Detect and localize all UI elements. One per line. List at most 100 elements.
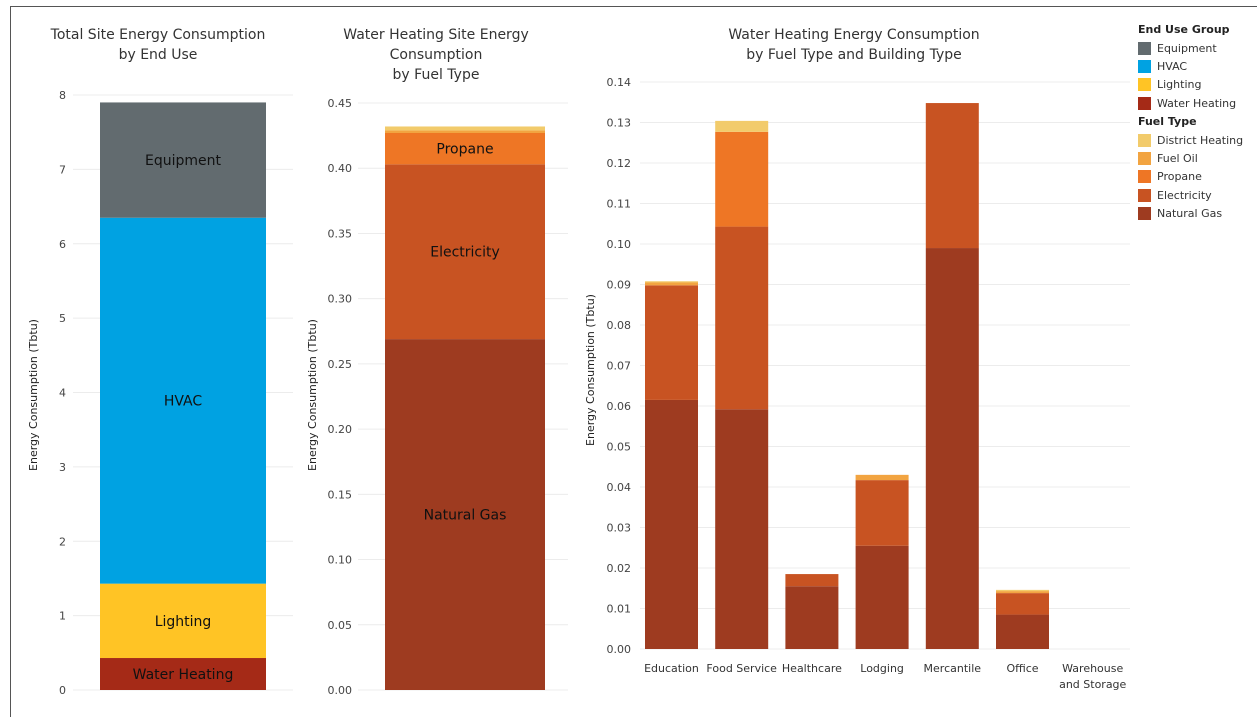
chart3-bar-segment [715, 226, 769, 410]
chart1-y-tick-label: 7 [59, 163, 66, 176]
chart1-y-tick-label: 8 [59, 89, 66, 102]
legend-end-use-item[interactable]: Equipment [1138, 39, 1243, 57]
chart3-y-tick-label: 0.14 [607, 76, 632, 89]
chart1-y-tick-label: 3 [59, 461, 66, 474]
chart2-bar-segment [385, 133, 545, 165]
legend-end-use-list: Equipment HVAC Lighting Water Heating [1138, 39, 1243, 112]
chart1-title-line: by End Use [118, 47, 198, 63]
legend-end-use-title: End Use Group [1138, 23, 1230, 36]
chart2-y-tick-label: 0.35 [328, 227, 353, 240]
chart1-segment-label: HVAC [164, 394, 203, 410]
chart3-y-tick-label: 0.08 [607, 319, 632, 332]
chart1-y-tick-label: 5 [59, 312, 66, 325]
legend-label: HVAC [1157, 59, 1188, 73]
chart3-y-tick-label: 0.06 [607, 400, 632, 413]
chart3-y-tick-label: 0.05 [607, 441, 632, 454]
chart2-y-tick-label: 0.30 [328, 293, 353, 306]
chart3-y-tick-label: 0.09 [607, 279, 632, 292]
legend-label: Natural Gas [1157, 207, 1223, 221]
chart2-title: Water Heating Site Energy Consumption by… [320, 25, 552, 85]
chart1-y-tick-label: 6 [59, 238, 66, 251]
chart2-segment-label: Propane [436, 142, 493, 158]
legend-fuel-item[interactable]: Natural Gas [1138, 204, 1243, 222]
chart1-y-tick-label: 2 [59, 535, 66, 548]
chart1-segment-label: Water Heating [133, 667, 234, 683]
legend-fuel-list: District Heating Fuel Oil Propane Electrici… [1138, 131, 1243, 222]
chart3-bar-segment [645, 285, 698, 400]
legend-fuel-item[interactable]: Propane [1138, 168, 1243, 186]
chart3-bar-segment [715, 409, 769, 649]
chart3-category-label: Warehouse [1062, 662, 1123, 675]
chart3-y-tick-label: 0.13 [607, 117, 632, 130]
chart1-segment-label: Lighting [155, 614, 212, 630]
chart2-y-tick-label: 0.45 [328, 97, 353, 110]
chart3-bar-segment [715, 131, 769, 227]
chart3-category-label: Office [1006, 662, 1038, 675]
chart2-segment-label: Electricity [430, 245, 500, 261]
chart3-bar-segment [996, 614, 1049, 649]
chart3-bar-segment [645, 282, 698, 286]
chart1-bar-segment [100, 102, 266, 218]
legend-swatch [1138, 170, 1151, 184]
legend-label: Electricity [1157, 188, 1212, 202]
chart3-y-tick-label: 0.11 [607, 198, 632, 211]
chart2-y-tick-label: 0.10 [328, 554, 353, 567]
chart3-title-line: Water Heating Energy Consumption [728, 27, 980, 43]
chart1-y-tick-label: 0 [59, 684, 66, 697]
chart3-y-axis-label: Energy Consumption (Tbtu) [584, 294, 597, 446]
chart2-y-tick-label: 0.05 [328, 619, 353, 632]
legend-label: Lighting [1157, 78, 1202, 92]
chart2-y-tick-label: 0.15 [328, 488, 353, 501]
chart3-category-label: Healthcare [782, 662, 842, 675]
chart1-y-tick-label: 4 [59, 387, 66, 400]
chart3-title-line: by Fuel Type and Building Type [746, 47, 962, 63]
chart3-bar-segment [996, 593, 1049, 615]
chart2-segment-label: Natural Gas [424, 508, 507, 524]
legend-label: District Heating [1157, 133, 1244, 147]
legend-label: Water Heating [1157, 96, 1237, 110]
chart3-bar-segment [996, 591, 1049, 594]
legend: End Use Group Equipment HVAC Lighting Water… [1138, 23, 1243, 223]
legend-label: Propane [1157, 170, 1202, 184]
chart3-bar-segment [855, 545, 909, 649]
chart3-category-label: Mercantile [924, 662, 982, 675]
chart3-y-tick-label: 0.07 [607, 360, 632, 373]
chart3-y-tick-label: 0.03 [607, 522, 632, 535]
legend-end-use-item[interactable]: Water Heating [1138, 94, 1243, 112]
chart1-y-tick-label: 1 [59, 610, 66, 623]
legend-label: Fuel Oil [1157, 152, 1198, 166]
chart3-y-tick-label: 0.00 [607, 643, 632, 656]
legend-swatch [1138, 41, 1151, 55]
legend-fuel-item[interactable]: Fuel Oil [1138, 149, 1243, 167]
legend-fuel-item[interactable]: District Heating [1138, 131, 1243, 149]
chart1-y-axis-label: Energy Consumption (Tbtu) [27, 319, 40, 471]
chart1-title-line: Total Site Energy Consumption [50, 27, 266, 43]
legend-swatch [1138, 96, 1151, 110]
legend-swatch [1138, 78, 1151, 92]
chart2-y-tick-label: 0.00 [328, 684, 353, 697]
chart1-bar-segment [100, 583, 266, 659]
chart2-y-tick-label: 0.25 [328, 358, 353, 371]
chart3-bar-segment [996, 589, 1049, 592]
chart2-bar-segment [385, 130, 545, 134]
chart1-bar-segment [100, 658, 266, 690]
chart3-bar-segment [855, 474, 909, 481]
legend-swatch [1138, 207, 1151, 221]
chart2-title-line: by Fuel Type [392, 67, 480, 83]
legend-end-use-item[interactable]: HVAC [1138, 57, 1243, 75]
legend-swatch [1138, 133, 1151, 147]
legend-end-use-item[interactable]: Lighting [1138, 76, 1243, 94]
chart3-category-label: Food Service [706, 662, 777, 675]
legend-label: Equipment [1157, 41, 1217, 55]
legend-swatch [1138, 59, 1151, 73]
chart3-title: Water Heating Energy Consumption by Fuel… [674, 25, 1034, 65]
chart3-category-label: and Storage [1059, 678, 1126, 691]
legend-fuel-item[interactable]: Electricity [1138, 186, 1243, 204]
chart2-y-tick-label: 0.20 [328, 423, 353, 436]
chart3-bar-segment [785, 574, 839, 587]
legend-swatch [1138, 188, 1151, 202]
chart3-bar-segment [715, 120, 769, 132]
chart3-bar-segment [785, 586, 839, 649]
chart3-bar-segment [925, 248, 979, 650]
